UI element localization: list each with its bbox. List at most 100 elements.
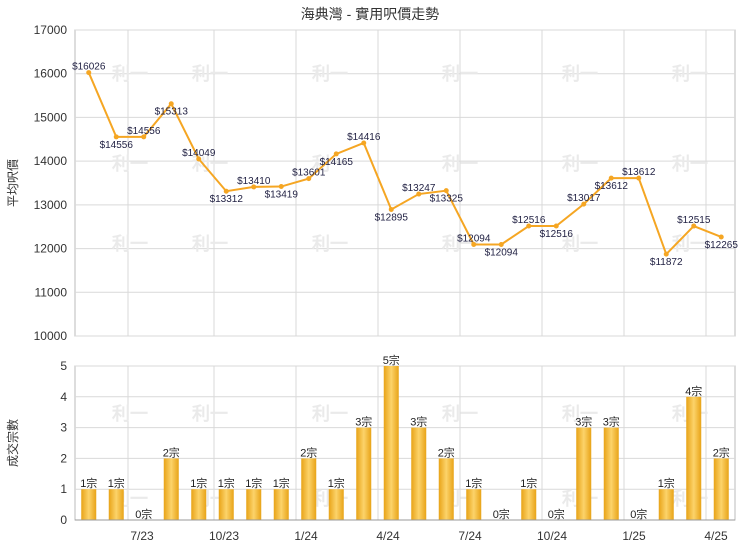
volume-bar-label: 3宗	[410, 415, 427, 429]
price-data-label: $12515	[677, 215, 711, 226]
watermark: 利一	[562, 403, 598, 424]
watermark: 利一	[112, 153, 148, 174]
price-data-point	[361, 140, 367, 146]
price-data-label: $11872	[650, 257, 683, 268]
price-data-point	[278, 184, 284, 190]
watermark: 利一	[442, 403, 478, 424]
volume-bar-label: 1宗	[190, 476, 207, 490]
price-plot-area	[74, 29, 736, 337]
price-data-point	[443, 188, 449, 194]
price-data-point	[553, 223, 559, 229]
price-data-label: $14556	[100, 140, 134, 151]
watermark: 利一	[672, 63, 708, 84]
volume-bar	[218, 489, 234, 520]
volume-plot: 012345利一利一利一利一利一利一利一利一利一利一利一利一成交宗數1宗1宗0宗…	[5, 353, 736, 543]
volume-bar	[356, 427, 372, 520]
price-data-point	[113, 134, 119, 140]
price-data-point	[498, 241, 504, 247]
price-data-label: $13612	[595, 181, 629, 192]
volume-bar	[383, 366, 399, 520]
price-data-point	[663, 251, 669, 257]
volume-bar-label: 1宗	[80, 476, 97, 490]
price-data-label: $14165	[320, 157, 354, 168]
volume-y-tick-label: 5	[60, 359, 67, 373]
price-y-tick-label: 13000	[34, 198, 68, 212]
watermark: 利一	[442, 233, 478, 254]
price-data-point	[306, 176, 312, 182]
volume-bar	[301, 458, 317, 520]
x-tick-label: 10/23	[209, 529, 239, 543]
price-data-label: $14049	[182, 148, 216, 159]
volume-bar	[521, 489, 537, 520]
volume-y-tick-label: 3	[60, 421, 67, 435]
volume-bar	[163, 458, 179, 520]
x-tick-label: 10/24	[537, 529, 567, 543]
volume-bar	[438, 458, 454, 520]
price-data-point	[416, 191, 422, 197]
price-data-label: $12094	[457, 233, 491, 244]
volume-bar-label: 1宗	[245, 476, 262, 490]
price-data-point	[471, 241, 477, 247]
x-tick-label: 7/24	[458, 529, 482, 543]
volume-y-tick-label: 1	[60, 482, 67, 496]
price-y-tick-label: 14000	[34, 154, 68, 168]
x-tick-label: 1/25	[622, 529, 646, 543]
volume-bar-label: 1宗	[465, 476, 482, 490]
price-data-point	[86, 70, 92, 76]
price-data-label: $13410	[237, 176, 271, 187]
volume-bar	[466, 489, 482, 520]
volume-y-axis-label: 成交宗數	[5, 419, 20, 467]
price-y-tick-label: 11000	[35, 285, 68, 299]
price-data-point	[526, 223, 532, 229]
price-data-label: $13601	[292, 168, 326, 179]
price-data-point	[251, 184, 257, 190]
watermark: 利一	[192, 403, 228, 424]
x-tick-label: 4/24	[376, 529, 400, 543]
price-data-point	[608, 175, 614, 181]
volume-bar-label: 2宗	[713, 445, 730, 459]
volume-bar-label: 1宗	[273, 476, 290, 490]
volume-bar-label: 2宗	[163, 445, 180, 459]
watermark: 利一	[442, 153, 478, 174]
volume-bar	[411, 427, 427, 520]
volume-bar	[81, 489, 97, 520]
watermark: 利一	[672, 153, 708, 174]
price-data-label: $15313	[155, 107, 189, 118]
volume-bar-label: 2宗	[438, 445, 455, 459]
price-data-label: $16026	[72, 62, 106, 73]
volume-bar-label: 1宗	[218, 476, 235, 490]
volume-bar-label: 1宗	[328, 476, 345, 490]
watermark: 利一	[112, 403, 148, 424]
price-data-point	[718, 234, 724, 240]
price-data-label: $12265	[705, 240, 739, 251]
price-data-point	[168, 101, 174, 107]
price-data-label: $13419	[265, 190, 299, 201]
volume-bar	[686, 396, 702, 520]
watermark: 利一	[562, 63, 598, 84]
volume-bar-label: 1宗	[108, 476, 125, 490]
volume-bar	[576, 427, 592, 520]
volume-bar-label: 0宗	[493, 507, 510, 521]
watermark: 利一	[312, 233, 348, 254]
price-y-tick-label: 10000	[34, 329, 68, 343]
volume-bar	[273, 489, 289, 520]
volume-bar-label: 0宗	[548, 507, 565, 521]
chart-title: 海典灣 - 實用呎價走勢	[301, 6, 439, 22]
volume-bar	[108, 489, 124, 520]
volume-plot-area	[74, 365, 736, 521]
price-data-label: $13247	[402, 183, 436, 194]
watermark: 利一	[312, 403, 348, 424]
x-tick-label: 7/23	[130, 529, 154, 543]
price-y-tick-label: 15000	[34, 110, 68, 124]
watermark: 利一	[312, 63, 348, 84]
volume-bar-label: 1宗	[520, 476, 537, 490]
volume-bar-label: 3宗	[603, 415, 620, 429]
volume-bar-label: 0宗	[135, 507, 152, 521]
volume-bar	[191, 489, 207, 520]
volume-bar-label: 3宗	[355, 415, 372, 429]
watermark: 利一	[562, 233, 598, 254]
price-data-label: $12516	[540, 229, 574, 240]
price-data-point	[196, 156, 202, 162]
price-data-label: $13325	[430, 194, 464, 205]
